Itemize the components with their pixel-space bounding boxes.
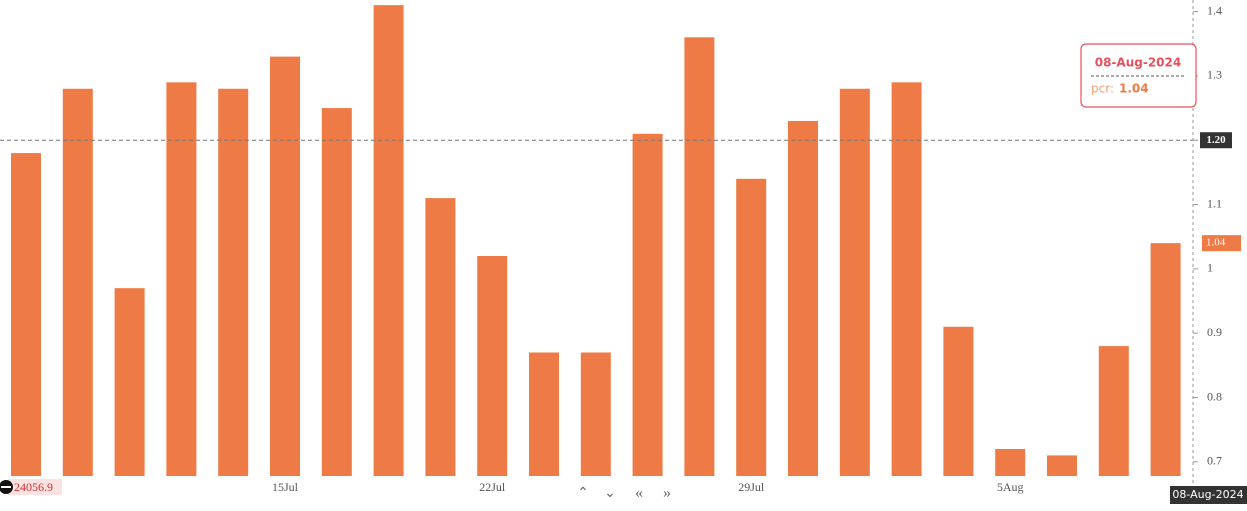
tooltip-label: pcr: [1091,82,1114,96]
crosshair-label: 1.20 [1206,134,1226,146]
y-tick-label: 0.9 [1207,325,1222,339]
bar [373,5,404,477]
x-tick-label: 15Jul [272,480,299,494]
bar [270,56,300,476]
bar [529,352,559,476]
nav-down[interactable]: ⌄ [604,486,616,501]
price-indicator: 24056.9 [0,479,62,495]
price-label: 24056.9 [14,480,53,494]
x-tick-label: 5Aug [997,480,1024,494]
bar [1098,346,1129,476]
tooltip-value: 1.04 [1119,82,1149,96]
bar [891,82,922,476]
nav-left[interactable]: « [635,485,643,502]
bar [1047,455,1077,476]
y-tick-label: 1 [1207,261,1213,275]
bar [632,133,663,476]
nav-up[interactable]: ⌃ [577,486,589,501]
nav-right[interactable]: » [663,485,671,502]
bar [321,108,352,476]
last-value-bg [1202,235,1241,252]
bar [166,82,197,476]
bar [736,178,767,476]
price-bg [8,479,62,495]
bar [839,88,870,476]
y-tick-label: 1.3 [1207,68,1222,82]
x-tick-label: 22Jul [479,480,506,494]
y-tick-label: 0.8 [1207,389,1222,403]
x-crosshair-label: 08-Aug-2024 [1172,488,1243,501]
bar [62,88,93,476]
y-tick-label: 0.7 [1207,454,1222,468]
bar [114,288,145,476]
bar [1150,243,1181,476]
y-tick-label: 1.1 [1207,196,1222,210]
bar [477,256,508,476]
tooltip-title: 08-Aug-2024 [1095,56,1181,70]
bar [995,448,1026,476]
last-value-label: 1.04 [1206,237,1226,249]
bar [218,88,249,476]
bar [788,120,818,476]
bar [425,198,456,477]
tooltip: 08-Aug-2024 pcr: 1.04 [1080,43,1197,108]
x-tick-label: 29Jul [738,480,765,494]
plot: 0.70.80.911.11.21.31.415Jul22Jul29Jul5Au… [0,3,1247,504]
navigation: ⌃ ⌄ « » [577,485,671,502]
bar [943,326,974,476]
bar [11,153,41,476]
y-tick-label: 1.4 [1207,3,1222,17]
bar [684,37,715,477]
bar [580,352,611,476]
crosshair-label-bg [1200,132,1232,149]
x-crosshair-bg [1170,486,1247,504]
